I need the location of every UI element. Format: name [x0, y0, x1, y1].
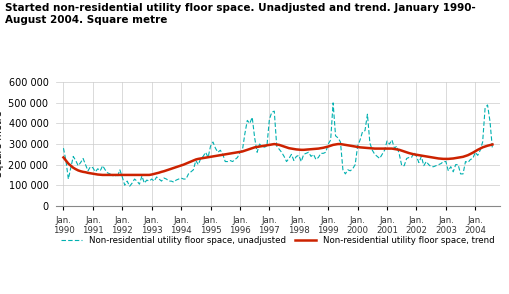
Non-residential utility floor space, unadjusted	[80, 157, 86, 160]
Text: 1994: 1994	[170, 225, 191, 235]
Text: 1991: 1991	[82, 225, 103, 235]
Text: 2004: 2004	[463, 225, 486, 235]
Text: Jan.: Jan.	[261, 216, 277, 225]
Non-residential utility floor space, unadjusted	[97, 169, 103, 173]
Non-residential utility floor space, unadjusted	[464, 161, 470, 164]
Text: Jan.: Jan.	[466, 216, 482, 225]
Non-residential utility floor space, trend	[80, 170, 86, 173]
Text: 1999: 1999	[317, 225, 338, 235]
Text: Jan.: Jan.	[378, 216, 394, 225]
Non-residential utility floor space, trend	[464, 153, 470, 157]
Text: 1992: 1992	[111, 225, 133, 235]
Non-residential utility floor space, trend	[99, 173, 105, 177]
Text: Jan.: Jan.	[173, 216, 189, 225]
Text: Jan.: Jan.	[85, 216, 101, 225]
Text: Jan.: Jan.	[232, 216, 247, 225]
Text: Jan.: Jan.	[144, 216, 159, 225]
Text: Jan.: Jan.	[408, 216, 423, 225]
Text: Jan.: Jan.	[437, 216, 453, 225]
Non-residential utility floor space, trend	[489, 143, 495, 146]
Non-residential utility floor space, unadjusted	[134, 179, 140, 183]
Non-residential utility floor space, trend	[60, 156, 66, 159]
Text: 2002: 2002	[405, 225, 427, 235]
Non-residential utility floor space, trend	[307, 148, 314, 151]
Non-residential utility floor space, trend	[134, 173, 140, 177]
Text: 1993: 1993	[140, 225, 162, 235]
Text: Jan.: Jan.	[320, 216, 335, 225]
Non-residential utility floor space, unadjusted	[489, 148, 495, 151]
Non-residential utility floor space, trend	[205, 156, 211, 159]
Text: Jan.: Jan.	[114, 216, 130, 225]
Non-residential utility floor space, unadjusted	[305, 151, 311, 154]
Non-residential utility floor space, trend	[97, 173, 103, 176]
Text: 1998: 1998	[288, 225, 309, 235]
Non-residential utility floor space, unadjusted	[205, 156, 211, 159]
Text: 2003: 2003	[434, 225, 456, 235]
Text: Jan.: Jan.	[290, 216, 306, 225]
Non-residential utility floor space, trend	[271, 142, 277, 146]
Text: 1997: 1997	[258, 225, 280, 235]
Text: 1996: 1996	[229, 225, 250, 235]
Text: 2001: 2001	[375, 225, 397, 235]
Text: 2000: 2000	[346, 225, 368, 235]
Non-residential utility floor space, unadjusted	[60, 146, 66, 150]
Text: Started non-residential utility floor space. Unadjusted and trend. January 1990-: Started non-residential utility floor sp…	[5, 3, 475, 24]
Text: 1995: 1995	[199, 225, 221, 235]
Text: 1990: 1990	[52, 225, 74, 235]
Text: Jan.: Jan.	[202, 216, 218, 225]
Text: Jan.: Jan.	[55, 216, 71, 225]
Line: Non-residential utility floor space, unadjusted: Non-residential utility floor space, una…	[63, 103, 492, 186]
Line: Non-residential utility floor space, trend: Non-residential utility floor space, tre…	[63, 144, 492, 175]
Text: Jan.: Jan.	[349, 216, 365, 225]
Non-residential utility floor space, unadjusted	[329, 101, 335, 105]
Legend: Non-residential utility floor space, unadjusted, Non-residential utility floor s: Non-residential utility floor space, una…	[58, 233, 497, 248]
Y-axis label: Square metre: Square metre	[0, 111, 4, 177]
Non-residential utility floor space, unadjusted	[126, 185, 132, 188]
